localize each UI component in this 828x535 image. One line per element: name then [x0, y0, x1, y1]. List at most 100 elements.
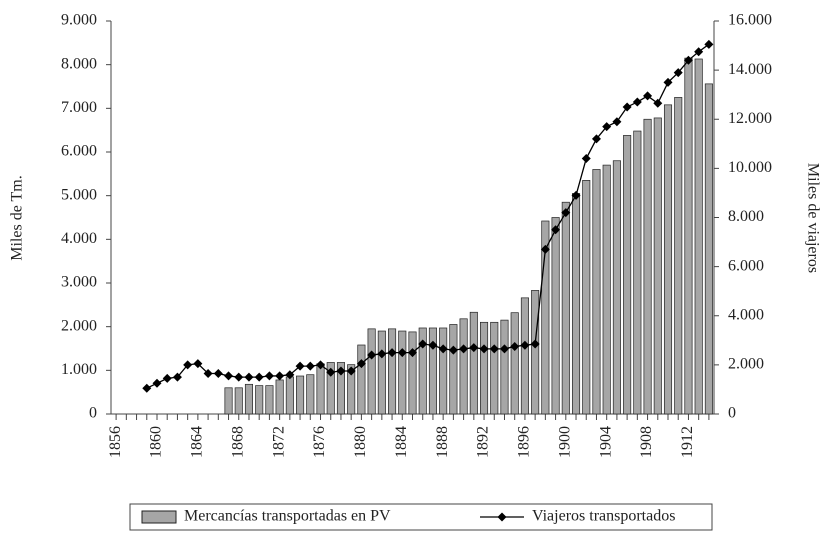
bar — [357, 344, 366, 415]
bar — [510, 312, 519, 415]
marker — [275, 371, 285, 381]
marker — [213, 368, 223, 378]
marker — [499, 344, 509, 354]
marker — [602, 122, 612, 132]
y2-tick-label: 2.000 — [728, 356, 764, 373]
x-tick-label: 1876 — [311, 426, 328, 458]
x-tick-label: 1912 — [679, 426, 696, 458]
y-tick-label: 4.000 — [61, 230, 97, 247]
marker — [520, 340, 530, 350]
x-tick-label: 1856 — [107, 426, 124, 458]
marker — [193, 359, 203, 369]
marker — [295, 361, 305, 371]
marker — [356, 359, 366, 369]
marker — [326, 367, 336, 377]
marker — [591, 134, 601, 144]
bar — [255, 385, 264, 415]
bar — [296, 375, 305, 415]
marker — [234, 372, 244, 382]
legend-box — [129, 503, 713, 531]
bar — [388, 328, 397, 415]
marker — [510, 341, 520, 351]
bar — [684, 57, 693, 415]
bar — [582, 180, 591, 415]
y-tick-label: 9.000 — [61, 12, 97, 29]
marker — [704, 39, 714, 49]
bar — [306, 374, 315, 415]
y-axis-label: Miles de Tm. — [9, 175, 26, 260]
marker — [142, 383, 152, 393]
y2-tick-label: 0 — [728, 405, 736, 422]
marker — [162, 373, 172, 383]
marker — [612, 117, 622, 127]
bar — [694, 58, 703, 415]
bar — [469, 311, 478, 415]
y2-tick-label: 8.000 — [728, 208, 764, 225]
marker — [581, 154, 591, 164]
bar — [265, 385, 274, 415]
x-tick-label: 1872 — [270, 426, 287, 458]
legend-label: Viajeros transportados — [532, 508, 675, 525]
x-tick-label: 1888 — [434, 426, 451, 458]
bar — [326, 362, 335, 415]
marker — [346, 366, 356, 376]
marker — [367, 350, 377, 360]
legend-marker — [497, 512, 507, 522]
x-tick-label: 1864 — [189, 426, 206, 458]
marker — [305, 361, 315, 371]
x-tick-label: 1880 — [352, 426, 369, 458]
bar — [704, 83, 713, 415]
y-tick-label: 0 — [89, 405, 97, 422]
y2-tick-label: 14.000 — [728, 61, 772, 78]
bar — [275, 379, 284, 415]
marker — [285, 370, 295, 380]
bar — [663, 104, 673, 415]
bar — [480, 321, 489, 415]
bar — [224, 387, 233, 415]
x-tick-label: 1868 — [229, 426, 246, 458]
marker — [571, 190, 581, 200]
bar — [520, 297, 529, 415]
marker — [387, 348, 397, 358]
x-tick-label: 1904 — [597, 426, 614, 458]
bar — [408, 331, 417, 415]
bar — [490, 321, 499, 415]
y-tick-label: 8.000 — [61, 55, 97, 72]
x-tick-label: 1908 — [638, 426, 655, 458]
bar — [612, 160, 621, 415]
bar — [285, 376, 294, 415]
marker — [418, 339, 428, 349]
bar — [367, 328, 376, 415]
y-tick-label: 2.000 — [61, 317, 97, 334]
marker — [336, 366, 346, 376]
marker — [152, 378, 162, 388]
x-tick-label: 1860 — [148, 426, 165, 458]
marker — [622, 102, 632, 112]
bar — [602, 164, 611, 415]
y-tick-label: 5.000 — [61, 186, 97, 203]
marker — [397, 348, 407, 358]
legend-swatch — [141, 510, 177, 524]
x-tick-label: 1896 — [516, 426, 533, 458]
bar — [592, 169, 601, 415]
marker — [632, 97, 642, 107]
bar — [541, 220, 550, 415]
y-tick-label: 6.000 — [61, 143, 97, 160]
marker — [203, 368, 213, 378]
bar — [244, 383, 254, 415]
marker — [224, 371, 234, 381]
y-tick-label: 7.000 — [61, 99, 97, 116]
marker — [244, 372, 254, 382]
bar — [439, 327, 448, 415]
y-tick-label: 3.000 — [61, 274, 97, 291]
x-tick-label: 1900 — [556, 426, 573, 458]
bar — [531, 290, 540, 415]
marker — [683, 55, 693, 65]
bar — [234, 387, 243, 415]
marker — [459, 344, 469, 354]
marker — [408, 348, 417, 358]
marker — [663, 77, 673, 87]
bar — [428, 327, 437, 415]
